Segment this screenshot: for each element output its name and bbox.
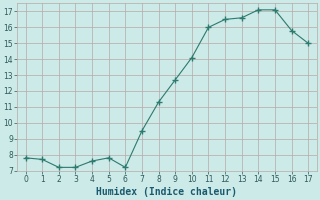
- X-axis label: Humidex (Indice chaleur): Humidex (Indice chaleur): [96, 186, 237, 197]
